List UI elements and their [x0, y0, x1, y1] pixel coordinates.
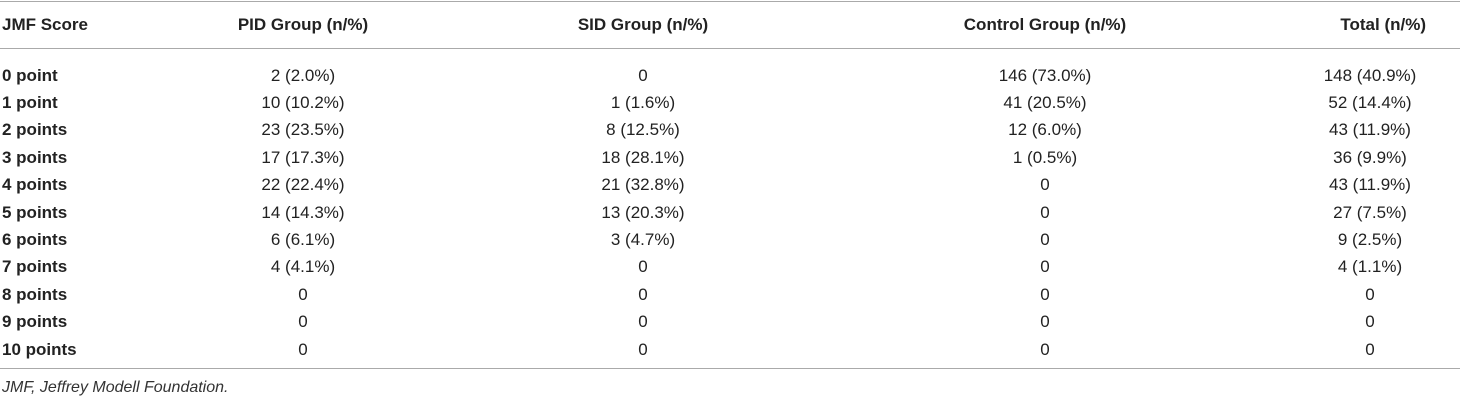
table-cell: 36 (9.9%)	[1333, 147, 1407, 167]
table-cell: 17 (17.3%)	[261, 147, 345, 167]
row-label: 10 points	[2, 339, 77, 359]
header-cell: PID Group (n/%)	[237, 15, 369, 34]
header-cell: Control Group (n/%)	[963, 15, 1127, 34]
table-cell: 10 (10.2%)	[261, 93, 345, 112]
table-cell: 0	[1365, 284, 1375, 304]
row-label: 9 points	[2, 312, 68, 332]
table-cell: 0	[638, 257, 648, 277]
table-cell: 0	[1365, 312, 1375, 332]
row-label: 0 point	[2, 66, 58, 85]
table-cell: 4 (1.1%)	[1337, 257, 1403, 277]
table-row: 8 points 0 0 0 0	[0, 281, 1460, 308]
table-cell: 43 (11.9%)	[1329, 175, 1411, 195]
table-cell: 0	[1040, 284, 1050, 304]
table-cell: 0	[1365, 339, 1375, 359]
table-cell: 0	[298, 284, 308, 304]
table-cell: 0	[638, 284, 648, 304]
data-table: JMF Score PID Group (n/%) SID Group (n/%) C…	[0, 1, 1460, 369]
header-cell: SID Group (n/%)	[577, 15, 709, 34]
table-cell: 9 (2.5%)	[1337, 230, 1403, 250]
table-cell: 0	[1040, 312, 1050, 332]
table-row: 5 points 14 (14.3%) 13 (20.3%) 0 27 (7.5%)	[0, 199, 1460, 226]
table-cell: 148 (40.9%)	[1323, 66, 1417, 85]
table-cell: 12 (6.0%)	[1008, 120, 1082, 140]
row-label: 4 points	[2, 175, 68, 195]
table-cell: 14 (14.3%)	[261, 202, 345, 222]
table-cell: 18 (28.1%)	[601, 147, 685, 167]
table-cell: 6 (6.1%)	[270, 230, 336, 250]
table-cell: 146 (73.0%)	[998, 66, 1092, 85]
table-cell: 0	[638, 66, 648, 85]
table-cell: 4 (4.1%)	[270, 257, 336, 277]
row-label: 1 point	[2, 93, 58, 112]
table-body: 0 point 2 (2.0%) 0 146 (73.0%) 148 (40.9%) 1 …	[0, 49, 1460, 369]
table-cell: 3 (4.7%)	[610, 230, 676, 250]
table-cell: 23 (23.5%)	[261, 120, 345, 140]
table-row: 7 points 4 (4.1%) 0 0 4 (1.1%)	[0, 253, 1460, 280]
table-row: 9 points 0 0 0 0	[0, 308, 1460, 335]
table-cell: 43 (11.9%)	[1329, 120, 1411, 140]
table-row: 1 point 10 (10.2%) 1 (1.6%) 41 (20.5%) 52 (1…	[0, 89, 1460, 116]
table-row: 0 point 2 (2.0%) 0 146 (73.0%) 148 (40.9%)	[0, 49, 1460, 90]
table-cell: 0	[298, 312, 308, 332]
header-row: JMF Score PID Group (n/%) SID Group (n/%) C…	[0, 1, 1460, 49]
table-row: 6 points 6 (6.1%) 3 (4.7%) 0 9 (2.5%)	[0, 226, 1460, 253]
table-cell: 41 (20.5%)	[1003, 93, 1087, 112]
table-cell: 1 (1.6%)	[610, 93, 676, 112]
table-cell: 27 (7.5%)	[1333, 202, 1407, 222]
row-label: 2 points	[2, 120, 68, 140]
table-cell: 8 (12.5%)	[606, 120, 680, 140]
table-cell: 2 (2.0%)	[270, 66, 336, 85]
table-cell: 22 (22.4%)	[261, 175, 345, 195]
table-cell: 21 (32.8%)	[601, 175, 685, 195]
header-cell: Total (n/%)	[1340, 15, 1426, 34]
table-cell: 13 (20.3%)	[601, 202, 685, 222]
table-cell: 0	[1040, 230, 1050, 250]
row-label: 7 points	[2, 257, 68, 277]
footnote: JMF, Jeffrey Modell Foundation.	[2, 378, 229, 396]
table-cell: 0	[638, 339, 648, 359]
table-cell: 0	[1040, 175, 1050, 195]
table-cell: 0	[638, 312, 648, 332]
row-label: 6 points	[2, 230, 68, 250]
header-cell: JMF Score	[2, 15, 88, 34]
table-cell: 0	[298, 339, 308, 359]
row-label: 3 points	[2, 147, 68, 167]
table-cell: 0	[1040, 339, 1050, 359]
row-label: 5 points	[2, 202, 68, 222]
table-row: 10 points 0 0 0 0	[0, 336, 1460, 369]
table-row: 3 points 17 (17.3%) 18 (28.1%) 1 (0.5%) 36 (…	[0, 144, 1460, 171]
row-label: 8 points	[2, 284, 68, 304]
table-row: 4 points 22 (22.4%) 21 (32.8%) 0 43 (11.9%)	[0, 171, 1460, 198]
table-cell: 0	[1040, 202, 1050, 222]
table-cell: 52 (14.4%)	[1328, 93, 1412, 112]
table-header: JMF Score PID Group (n/%) SID Group (n/%) C…	[0, 1, 1460, 49]
table-row: 2 points 23 (23.5%) 8 (12.5%) 12 (6.0%) 43 (…	[0, 116, 1460, 143]
table-cell: 1 (0.5%)	[1012, 147, 1078, 167]
table-cell: 0	[1040, 257, 1050, 277]
